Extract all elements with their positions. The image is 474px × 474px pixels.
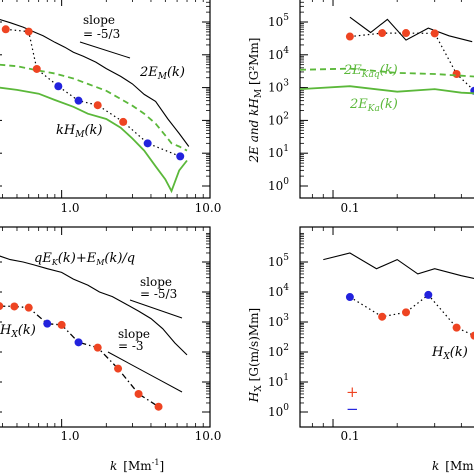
bl-slope53-label: slope — [140, 275, 172, 289]
bl-xlabel: k [Mm-1] — [110, 458, 164, 473]
bottom-left-marker-6 — [93, 343, 102, 352]
tl-hm-label: kHM(k) — [56, 123, 102, 140]
bl-hx-label: HX(k) — [0, 323, 36, 340]
tr-ylabel: 2E and kHM[G²Mm] — [247, 38, 264, 164]
br-minus-sign: − — [346, 400, 359, 418]
br-ylabel: HX[G(m/s)Mm] — [247, 308, 264, 403]
bottom-right-marker-1 — [378, 312, 387, 321]
top-right-series-3 — [300, 85, 474, 95]
top-left-marker-6 — [119, 117, 128, 126]
bl-slope53-line — [129, 299, 183, 319]
top-left-marker-8 — [176, 152, 185, 161]
bottom-right-ytick-label: 100 — [268, 403, 289, 419]
bottom-right-marker-3 — [424, 290, 433, 299]
top-left-frame — [0, 0, 211, 199]
bottom-left-marker-0 — [0, 302, 4, 310]
br-plus-sign: + — [346, 383, 359, 401]
top-right-ytick-label: 101 — [268, 144, 289, 160]
bottom-right-frame — [299, 226, 474, 428]
top-left-series-2 — [0, 86, 188, 194]
br-xlabel: k[Mm-1] — [432, 458, 474, 473]
tl-slope-label: slope — [83, 13, 115, 27]
top-right-marker-0 — [345, 32, 354, 41]
top-right-marker-1 — [378, 29, 387, 38]
top-right-series-2 — [300, 67, 474, 78]
bottom-right-ytick-label: 101 — [268, 373, 289, 389]
bl-slope3-line — [107, 351, 183, 393]
top-left-series-1 — [0, 63, 188, 152]
bottom-left-marker-5 — [74, 338, 83, 347]
top-left-marker-7 — [143, 139, 152, 148]
top-right-marker-2 — [402, 29, 411, 38]
tr-ekaq-label: 2EKaq(k) — [343, 63, 398, 80]
bottom-left-marker-4 — [57, 320, 66, 329]
top-right-series-0 — [349, 16, 473, 43]
bottom-left-marker-8 — [134, 389, 143, 398]
top-right-ytick-label: 104 — [268, 46, 289, 62]
bottom-right-marker-5 — [470, 331, 474, 340]
top-left-marker-3 — [54, 82, 63, 91]
tl-xtick-1: 1.0 — [60, 201, 79, 215]
top-left-marker-2 — [32, 64, 41, 73]
tl-xtick-10: 10.0 — [195, 201, 222, 215]
bottom-right-marker-0 — [345, 293, 354, 302]
bottom-left-marker-2 — [24, 303, 33, 312]
tl-em-label: 2EM(k) — [139, 65, 185, 82]
bl-xtick-10: 10.0 — [195, 429, 222, 443]
bottom-right-series-0 — [323, 252, 474, 279]
bl-slope3-value: = -3 — [118, 339, 144, 353]
top-right-ytick-label: 105 — [268, 13, 289, 29]
bottom-left-marker-9 — [154, 402, 163, 411]
bottom-right-ytick-label: 103 — [268, 313, 289, 329]
panel-frames — [0, 0, 474, 428]
bottom-right-ytick-label: 102 — [268, 343, 289, 359]
br-xtick-01: 0.1 — [340, 429, 359, 443]
top-right-series-1 — [349, 32, 474, 92]
top-left-marker-4 — [74, 96, 83, 105]
bottom-right-marker-2 — [402, 308, 411, 317]
top-right-marker-4 — [452, 69, 461, 78]
top-left-marker-0 — [1, 25, 10, 34]
top-left-marker-5 — [93, 101, 102, 110]
tr-eka-label: 2EKa(k) — [349, 97, 398, 114]
bl-qek-label: qEK(k)+EM(k)/q — [34, 251, 135, 267]
tr-xtick-01: 0.1 — [340, 201, 359, 215]
tl-slope-line — [79, 41, 131, 59]
top-right-ytick-label: 103 — [268, 79, 289, 95]
bottom-right-ytick-label: 104 — [268, 283, 289, 299]
bottom-left-marker-1 — [10, 302, 19, 311]
top-right-ytick-label: 100 — [268, 177, 289, 193]
plot-layer — [0, 16, 474, 411]
top-right-ytick-label: 102 — [268, 111, 289, 127]
tl-slope-value: = -5/3 — [83, 27, 120, 41]
top-right-frame — [299, 0, 474, 199]
bottom-left-series-0 — [0, 255, 188, 356]
top-left-marker-1 — [24, 27, 33, 36]
bl-slope53-value: = -5/3 — [140, 287, 177, 301]
br-hx-label: HX(k) — [431, 345, 468, 362]
bl-slope3-label: slope — [118, 327, 150, 341]
bottom-left-marker-7 — [114, 364, 123, 373]
y-tick-labels: 100 101 102 103 104 105 100 101 102 103 104 105 — [268, 13, 289, 419]
bottom-left-marker-3 — [43, 319, 52, 328]
top-right-marker-3 — [430, 29, 439, 38]
bottom-left-series-1 — [0, 305, 159, 408]
bottom-right-marker-4 — [452, 323, 461, 332]
bl-xtick-1: 1.0 — [60, 429, 79, 443]
bottom-right-ytick-label: 105 — [268, 253, 289, 269]
